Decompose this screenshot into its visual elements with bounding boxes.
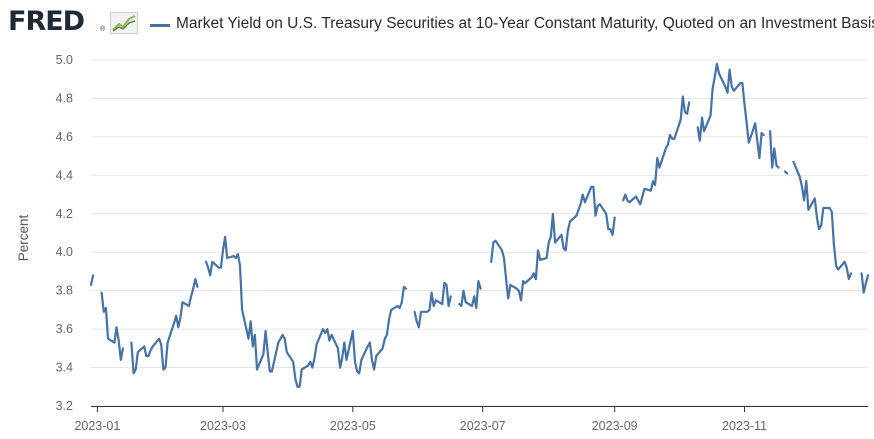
fred-graph-icon [110,12,138,34]
series-line-segment[interactable] [622,95,691,206]
chart-title[interactable]: Market Yield on U.S. Treasury Securities… [176,15,874,32]
series-line-segment[interactable] [792,160,853,281]
series-line-segment[interactable] [100,291,125,361]
series-line-segment[interactable] [490,185,616,302]
x-tick-label: 2023-03 [200,419,246,433]
x-tick-label: 2023-01 [74,419,120,433]
y-tick-label: 4.8 [56,91,73,105]
series-line-segment[interactable] [130,278,199,375]
registered-mark: ® [100,26,106,33]
legend-line-swatch [150,24,170,27]
header: FRED ® Market Yield on U.S. Treasury Sec… [0,0,874,46]
series-lines [89,62,870,388]
y-tick-label: 3.8 [56,284,73,298]
x-tick-label: 2023-09 [592,419,638,433]
x-tick-label: 2023-11 [722,419,767,433]
y-tick-label: 3.2 [56,399,73,413]
y-tick-label: 4.2 [56,207,73,221]
x-tick-label: 2023-07 [460,419,506,433]
series-line-segment[interactable] [696,62,765,160]
series-line-segment[interactable] [458,280,482,310]
x-axis: 2023-01 2023-03 2023-05 2023-07 2023-09 2023-… [74,406,868,433]
x-tick-label: 2023-05 [330,419,376,433]
series-line-segment[interactable] [860,272,870,294]
y-tick-label: 3.6 [56,322,73,336]
fred-logo[interactable]: FRED [8,6,85,37]
series-line-segment[interactable] [768,130,780,169]
series-line-segment[interactable] [89,274,95,286]
y-tick-label: 4.0 [56,245,73,259]
y-tick-label: 3.4 [56,361,73,375]
y-axis: 3.2 3.4 3.6 3.8 4.0 4.2 4.4 4.6 4.8 5.0 [56,53,73,413]
series-line-segment[interactable] [783,170,789,175]
y-axis-label: Percent [16,214,31,261]
y-tick-label: 4.6 [56,130,73,144]
series-line-segment[interactable] [413,281,452,329]
gridlines [91,59,868,407]
y-tick-label: 5.0 [56,53,73,67]
series-line-segment[interactable] [204,235,408,388]
y-tick-label: 4.4 [56,168,73,182]
